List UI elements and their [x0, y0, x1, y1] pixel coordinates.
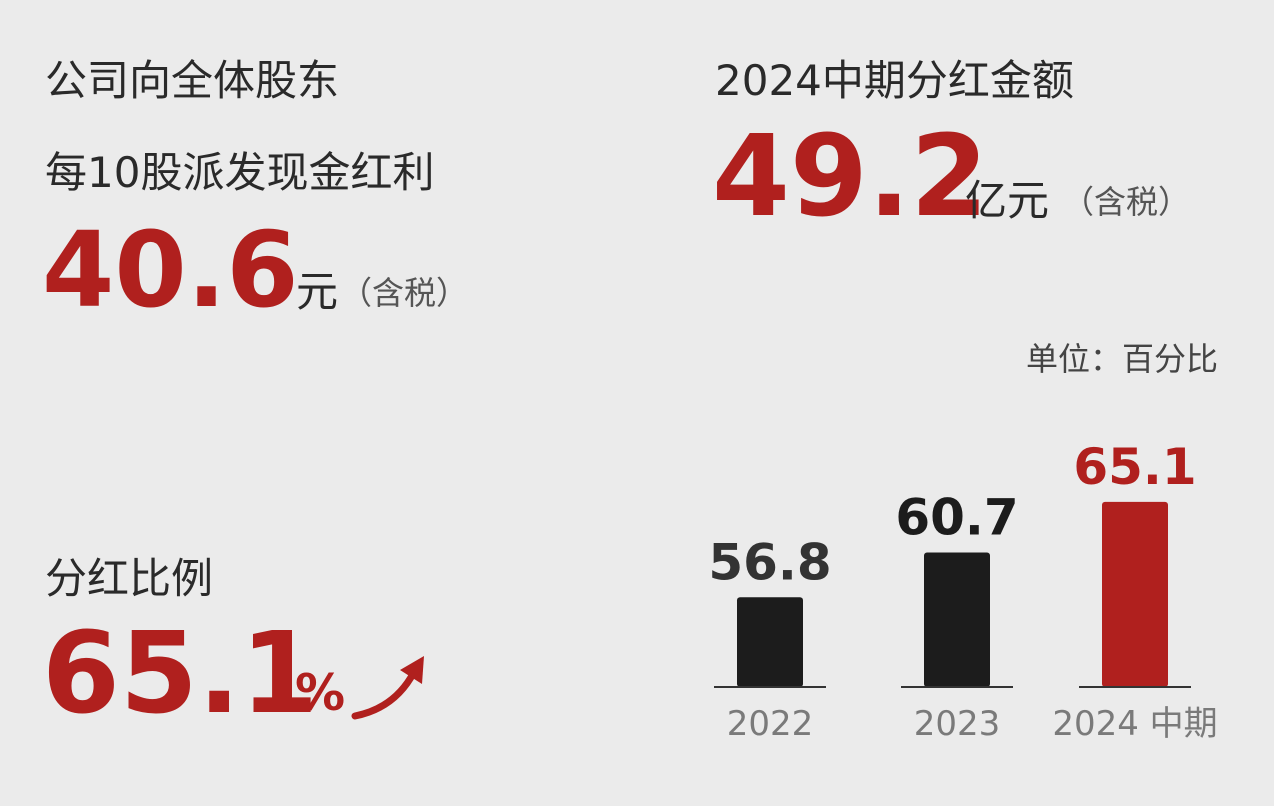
ratio-title: 分红比例	[45, 554, 213, 603]
x-tick-label: 2022	[727, 704, 814, 744]
amount-note: （含税）	[1062, 183, 1190, 221]
value-label: 56.8	[708, 533, 831, 591]
amount-title: 2024中期分红金额	[715, 56, 1074, 105]
dividend-note: （含税）	[340, 274, 468, 312]
intro-line: 公司向全体股东	[45, 56, 339, 105]
ratio-unit: %	[295, 664, 345, 722]
up-arrow-head	[400, 656, 424, 684]
bar	[924, 552, 990, 687]
dividend-unit: 元	[296, 267, 338, 316]
intro-line: 每10股派发现金红利	[45, 148, 434, 197]
bar	[737, 597, 803, 687]
unit-label: 单位：百分比	[1026, 340, 1218, 378]
x-tick-label: 2024 中期	[1052, 704, 1217, 744]
x-tick-label: 2023	[914, 704, 1001, 744]
value-label: 65.1	[1073, 438, 1196, 496]
up-arrow	[351, 668, 418, 720]
amount-value: 49.2	[712, 112, 988, 242]
bar	[1102, 501, 1168, 687]
value-label: 60.7	[895, 488, 1018, 546]
ratio-value: 65.1	[42, 609, 318, 739]
amount-unit: 亿元	[965, 176, 1049, 225]
dividend-value: 40.6	[42, 209, 299, 331]
